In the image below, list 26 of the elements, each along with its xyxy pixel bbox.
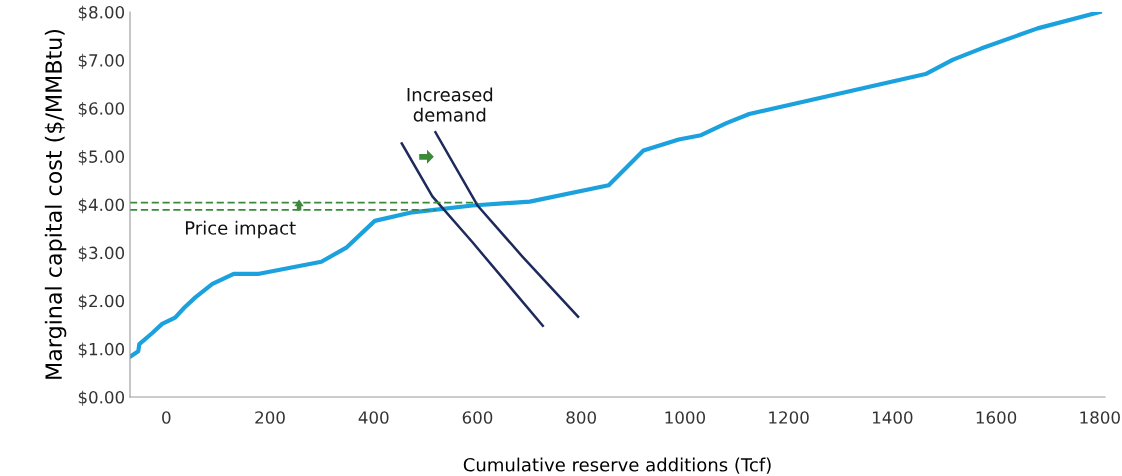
y-tick-label: $6.00 bbox=[78, 101, 125, 118]
x-tick-label: 600 bbox=[462, 411, 493, 424]
annotation: Price impact bbox=[185, 220, 296, 239]
y-tick-label: $0.00 bbox=[78, 390, 125, 406]
y-tick-label: $4.00 bbox=[78, 198, 125, 214]
x-tick-label: 1200 bbox=[769, 411, 809, 424]
y-tick-label: $2.00 bbox=[78, 294, 125, 310]
line-series bbox=[434, 131, 580, 318]
x-tick-label: 1000 bbox=[665, 411, 706, 424]
y-tick-label: $7.00 bbox=[78, 53, 125, 69]
x-axis-title: Cumulative reserve additions (Tcf) bbox=[463, 457, 771, 474]
x-tick-label: 0 bbox=[162, 411, 171, 424]
line-series bbox=[400, 142, 545, 328]
y-tick-label: $1.00 bbox=[78, 342, 125, 358]
y-tick-label: $3.00 bbox=[78, 246, 125, 262]
annotation: Increased demand bbox=[407, 87, 493, 122]
x-tick-label: 800 bbox=[566, 411, 596, 424]
x-tick-label: 400 bbox=[358, 411, 389, 424]
y-tick-label: $8.00 bbox=[78, 5, 125, 21]
x-tick-label: 1800 bbox=[1080, 411, 1120, 424]
x-tick-label: 1400 bbox=[872, 411, 913, 424]
x-tick-label: 200 bbox=[255, 411, 285, 424]
x-tick-label: 1600 bbox=[976, 411, 1017, 424]
y-tick-label: $5.00 bbox=[78, 150, 125, 166]
line-series bbox=[130, 12, 1102, 359]
y-axis-title: Marginal capital cost ($/MMBtu) bbox=[44, 29, 67, 379]
